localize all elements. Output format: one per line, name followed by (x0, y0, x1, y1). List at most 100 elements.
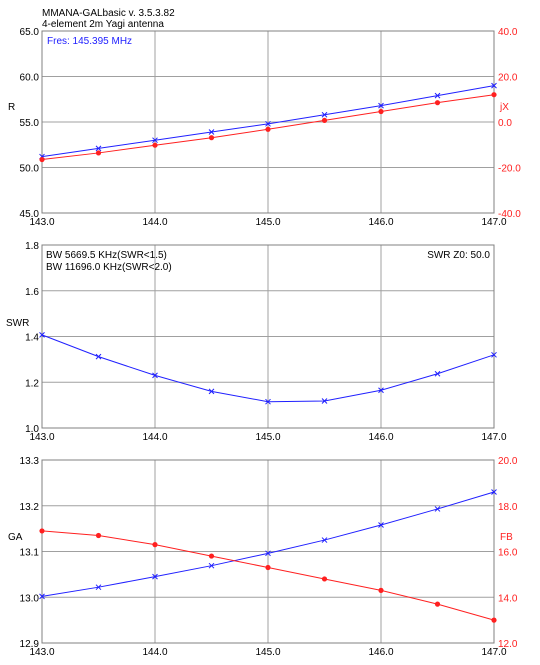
impedance-right-tick-label: 0.0 (498, 118, 512, 129)
impedance-left-tick-label: 65.0 (20, 27, 40, 38)
swr-series-0-point (378, 387, 384, 394)
impedance-right-tick-label: 40.0 (498, 27, 518, 38)
impedance-series-1-point (95, 150, 102, 156)
impedance-left-axis-label: R (8, 102, 15, 113)
gain_fb-left-tick-label: 13.2 (20, 502, 40, 513)
impedance-x-tick-label: 145.0 (255, 217, 280, 228)
gain_fb-series-1-point (434, 601, 441, 607)
impedance-series-1-point (378, 108, 384, 115)
gain_fb-series-0-point (152, 573, 158, 580)
impedance-left-tick-label: 50.0 (20, 164, 40, 175)
swr-series-0-point (434, 370, 441, 377)
gain_fb-series-0-point (378, 522, 384, 528)
impedance-series-1-point (491, 92, 497, 98)
impedance-series-1-point (152, 142, 158, 148)
swr-plot-frame (41, 244, 495, 429)
impedance-left-tick-label: 55.0 (20, 118, 40, 129)
impedance-series-0-point (434, 92, 441, 99)
impedance-right-tick-label: -20.0 (498, 164, 521, 175)
gain_fb-right-tick-label: 18.0 (498, 502, 518, 513)
impedance-series-0-point (152, 137, 158, 144)
swr-x-tick-label: 143.0 (29, 432, 54, 443)
impedance-right-tick-label: 20.0 (498, 73, 518, 84)
gain_fb-series-0-point (39, 593, 45, 600)
impedance-series-1-point (208, 135, 215, 141)
gain_fb-x-tick-label: 145.0 (255, 647, 280, 658)
impedance-series-0-point (95, 145, 102, 152)
impedance-series-0-point (265, 120, 271, 127)
gain_fb-series-1-point (491, 617, 497, 623)
gain_fb-right-tick-label: 14.0 (498, 593, 518, 604)
swr-x-tick-label: 144.0 (142, 432, 167, 443)
impedance-series-0-point (378, 102, 384, 109)
app-title: MMANA-GALbasic v. 3.5.3.82 (42, 8, 175, 19)
gain_fb-right-tick-label: 12.0 (498, 639, 518, 650)
gain_fb-series-1-point (321, 576, 328, 582)
impedance-x-tick-label: 144.0 (142, 217, 167, 228)
impedance-series-1-point (265, 126, 271, 132)
swr-bw2-annotation: BW 11696.0 KHz(SWR<2.0) (46, 262, 172, 273)
swr-x-tick-label: 145.0 (255, 432, 280, 443)
swr-series-0-point (95, 353, 102, 360)
gain_fb-series-0-point (491, 489, 497, 495)
impedance-series-1-point (39, 156, 45, 163)
impedance-series-1-point (321, 117, 328, 124)
impedance-left-tick-label: 45.0 (20, 209, 40, 220)
swr-bw1-annotation: BW 5669.5 KHz(SWR<1.5) (46, 250, 167, 261)
swr-left-tick-label: 1.4 (25, 333, 39, 344)
gain_fb-left-tick-label: 12.9 (20, 639, 40, 650)
gain_fb-x-tick-label: 147.0 (481, 647, 506, 658)
impedance-x-tick-label: 146.0 (368, 217, 393, 228)
gain_fb-series-1-point (39, 528, 45, 534)
gain_fb-series-1-point (265, 564, 271, 571)
gain_fb-right-tick-label: 16.0 (498, 548, 518, 559)
impedance-left-tick-label: 60.0 (20, 73, 40, 84)
swr-left-tick-label: 1.6 (25, 287, 39, 298)
gain_fb-left-tick-label: 13.1 (20, 548, 40, 559)
gain_fb-right-tick-label: 20.0 (498, 456, 518, 467)
swr-series-0-point (39, 332, 45, 338)
impedance-series-1-point (434, 100, 441, 106)
gain_fb-x-tick-label: 144.0 (142, 647, 167, 658)
swr-series-0-point (491, 351, 497, 358)
gain_fb-left-axis-label: GA (8, 532, 23, 543)
swr-series-0-point (208, 388, 215, 395)
swr-series-0-point (265, 398, 271, 405)
gain_fb-left-tick-label: 13.0 (20, 593, 40, 604)
gain_fb-series-0-point (434, 506, 441, 512)
gain_fb-x-tick-label: 143.0 (29, 647, 54, 658)
swr-left-axis-label: SWR (6, 318, 29, 329)
impedance-right-axis-label: jX (499, 102, 509, 113)
impedance-x-tick-label: 147.0 (481, 217, 506, 228)
swr-x-tick-label: 146.0 (368, 432, 393, 443)
gain_fb-series-0-point (95, 584, 102, 591)
impedance-plot-frame (41, 30, 495, 214)
impedance-x-tick-label: 143.0 (29, 217, 54, 228)
gain_fb-series-1-point (152, 542, 158, 548)
antenna-subtitle: 4-element 2m Yagi antenna (42, 19, 164, 30)
swr-x-tick-label: 147.0 (481, 432, 506, 443)
gain_fb-series-1-point (95, 532, 102, 539)
swr-series-0-point (321, 398, 328, 404)
gain_fb-series-1-point (378, 587, 384, 593)
impedance-series-0-point (321, 111, 328, 118)
swr-left-tick-label: 1.0 (25, 424, 39, 435)
gain_fb-left-tick-label: 13.3 (20, 456, 40, 467)
swr-left-tick-label: 1.8 (25, 241, 39, 252)
gain_fb-right-axis-label: FB (500, 532, 513, 543)
gain_fb-plot-frame (41, 459, 495, 644)
impedance-fres-annotation: Fres: 145.395 MHz (47, 36, 132, 47)
impedance-right-tick-label: -40.0 (498, 209, 521, 220)
gain_fb-series-1-point (208, 553, 215, 559)
impedance-series-0-point (208, 129, 215, 135)
gain_fb-x-tick-label: 146.0 (368, 647, 393, 658)
swr-left-tick-label: 1.2 (25, 378, 39, 389)
swr-z0-annotation: SWR Z0: 50.0 (427, 250, 490, 261)
gain_fb-series-0-point (265, 550, 271, 557)
gain_fb-series-0-point (208, 562, 215, 569)
gain_fb-series-0-point (321, 537, 328, 543)
impedance-series-0-point (491, 82, 497, 89)
swr-series-0-point (152, 372, 158, 379)
